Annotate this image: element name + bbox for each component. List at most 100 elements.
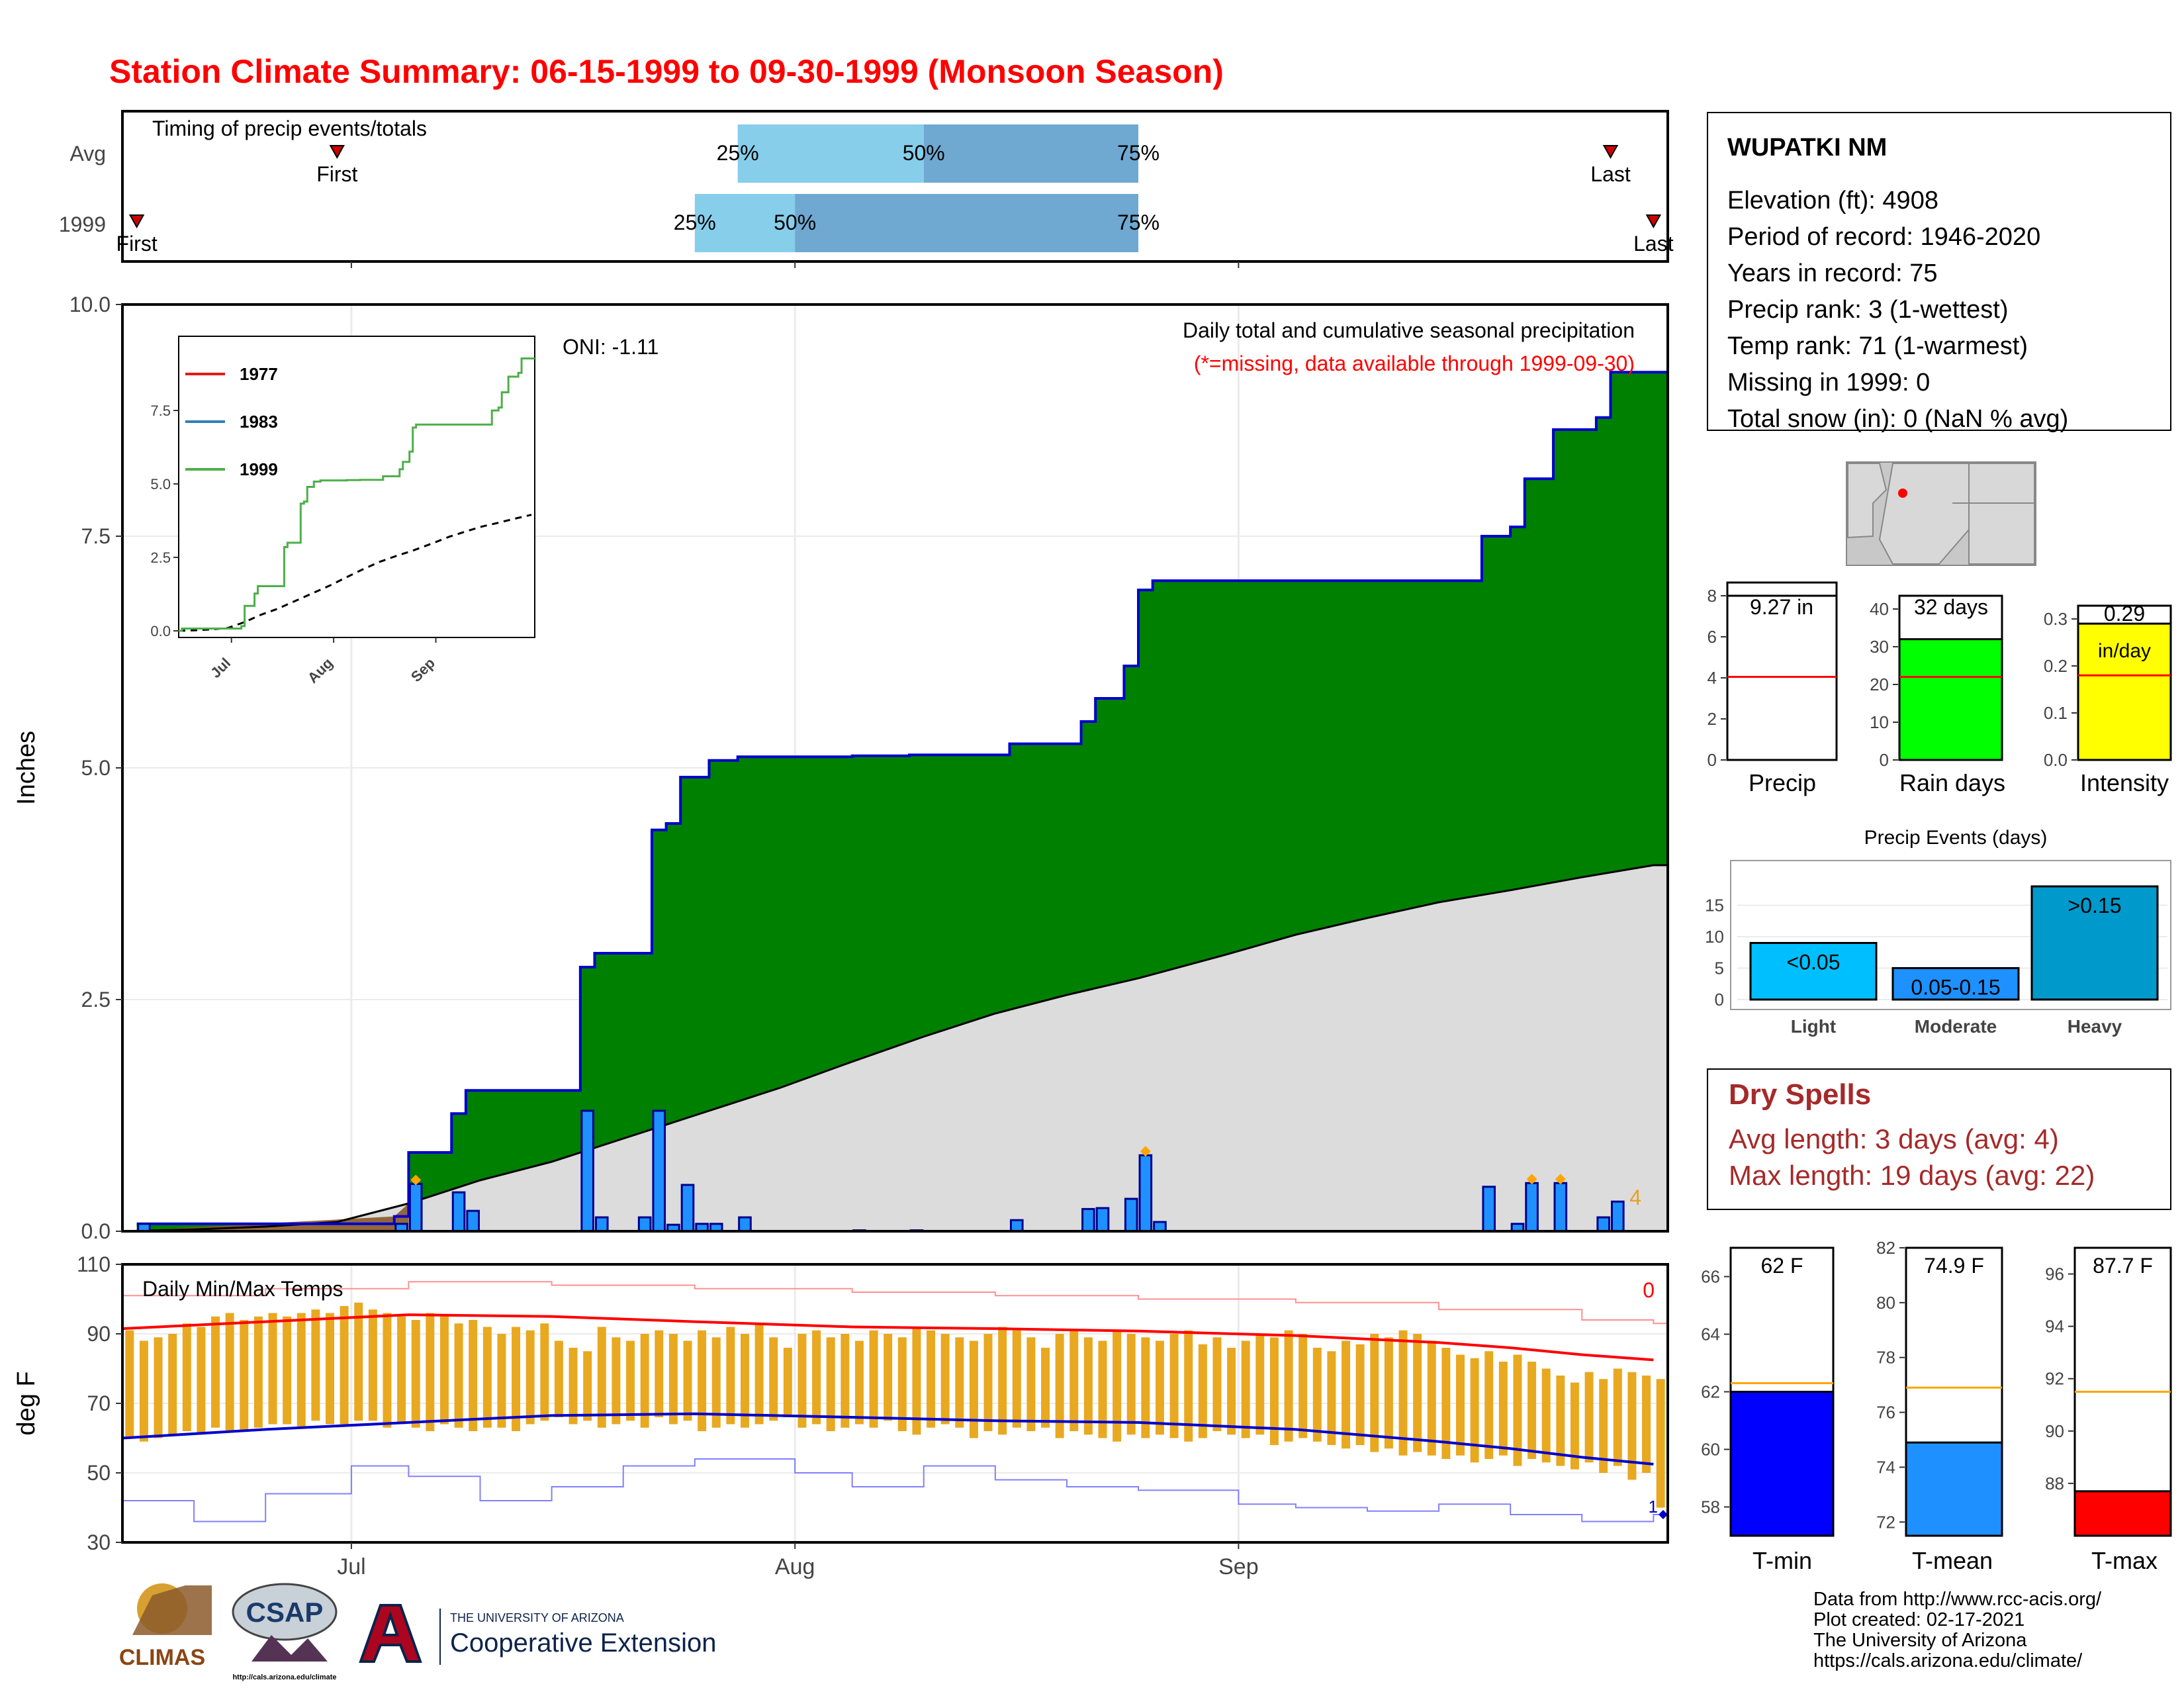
x-tick-label: Aug xyxy=(775,1554,815,1579)
record-max-line xyxy=(122,1281,1668,1325)
tmin-summary-tick-label: 62 xyxy=(1701,1382,1720,1402)
daily-temp-range-bar xyxy=(211,1316,220,1428)
x-tick-label: Sep xyxy=(1218,1554,1259,1579)
daily-temp-range-bar xyxy=(1370,1334,1379,1452)
daily-temp-range-bar xyxy=(354,1302,363,1421)
daily-temp-range-bar xyxy=(1584,1372,1594,1463)
daily-temp-range-bar xyxy=(1556,1376,1565,1466)
daily-temp-range-bar xyxy=(383,1313,392,1428)
temp-ytick-label: 110 xyxy=(77,1252,111,1276)
tmax-summary-tick-label: 96 xyxy=(2045,1264,2064,1284)
raindays-summary-value-bar xyxy=(1898,638,2003,761)
daily-temp-range-bar xyxy=(969,1340,978,1438)
daily-temp-range-bar xyxy=(769,1337,778,1421)
daily-temp-range-bar xyxy=(569,1348,578,1425)
precip-summary-tick-label: 2 xyxy=(1707,709,1717,729)
dry-spells-title: Dry Spells xyxy=(1729,1078,1871,1111)
record-low-marker xyxy=(1659,1510,1668,1519)
timing-avg-last-marker xyxy=(1602,145,1619,160)
intensity-summary-tick-label: 0.1 xyxy=(2044,703,2068,723)
daily-temp-range-bar xyxy=(1541,1368,1551,1463)
page-title: Station Climate Summary: 06-15-1999 to 0… xyxy=(109,53,1224,90)
normal-cumulative-overlay xyxy=(122,865,1668,1231)
timing-marks: 25% 50% 75% First Last 25% 50% 75% First Last xyxy=(116,124,1674,256)
daily-temp-range-bar xyxy=(225,1313,234,1431)
daily-temp-range-bar xyxy=(1012,1330,1021,1428)
timing-row-1999: 1999 xyxy=(59,212,106,236)
daily-temp-range-bar xyxy=(1026,1337,1036,1431)
csap-logo-text: CSAP xyxy=(246,1597,324,1628)
daily-precip-bar xyxy=(652,1109,666,1233)
precip-ylabel: Inches xyxy=(13,731,40,805)
temp-ytick-label: 30 xyxy=(87,1530,111,1554)
precip-events-bars: 0 5 10 15 <0.05 Light 0.05-0.15 Moderate >0.15 He… xyxy=(1705,885,2167,1037)
daily-temp-range-bar xyxy=(897,1337,907,1431)
timing-avg-q25-label: 25% xyxy=(717,141,759,165)
inset-ytick-label: 5.0 xyxy=(150,476,171,492)
daily-temp-range-bar xyxy=(1198,1344,1207,1438)
station-missing: Missing in 1999: 0 xyxy=(1727,369,1930,397)
timing-1999-q50-q75-bar xyxy=(795,194,1139,252)
daily-temp-range-bar xyxy=(1169,1334,1179,1438)
daily-precip-bar xyxy=(1009,1219,1024,1233)
daily-temp-range-bar xyxy=(154,1337,163,1438)
precip-summary-tick-label: 0 xyxy=(1707,750,1717,770)
daily-temp-range-bar xyxy=(1656,1379,1665,1508)
station-snow: Total snow (in): 0 (NaN % avg) xyxy=(1727,405,2068,433)
temp-heading: Daily Min/Max Temps xyxy=(142,1277,343,1301)
precip-ytick-label: 2.5 xyxy=(81,988,111,1011)
csap-logo-url: http://cals.arizona.edu/climate xyxy=(232,1673,336,1681)
tmean-summary-tick-label: 74 xyxy=(1876,1457,1895,1477)
record-day-marker xyxy=(410,1174,422,1186)
daily-temp-range-bar xyxy=(884,1334,893,1421)
precip-y-axis: 0.0 2.5 5.0 7.5 10.0 xyxy=(69,293,122,1243)
dry-spells-frame xyxy=(1707,1068,2171,1210)
daily-temp-range-bar xyxy=(1384,1337,1393,1449)
tmin-summary-tick-label: 64 xyxy=(1701,1325,1720,1344)
daily-temp-range-bar xyxy=(1456,1354,1465,1456)
date-x-axis: Jul Aug Sep xyxy=(337,261,1259,1579)
tmean-summary-tick-label: 80 xyxy=(1876,1293,1895,1313)
raindays-bar-axis-label: Rain days xyxy=(1899,769,2005,796)
events-tick-label: 0 xyxy=(1715,990,1724,1009)
inset-legend-1983: 1983 xyxy=(240,412,278,432)
daily-temp-range-bar xyxy=(927,1330,936,1428)
daily-temp-range-bar xyxy=(411,1320,420,1428)
tmean-summary-tick-label: 72 xyxy=(1876,1512,1895,1532)
daily-temp-range-bar xyxy=(1098,1340,1107,1438)
daily-temp-range-bar xyxy=(1083,1337,1093,1435)
daily-temp-range-bar xyxy=(1398,1330,1408,1456)
timing-avg-first-marker xyxy=(329,145,345,160)
timing-avg-first-label: First xyxy=(316,162,357,186)
timing-avg-q75-label: 75% xyxy=(1117,141,1160,165)
daily-precip-bar xyxy=(408,1183,423,1233)
tmin-summary-tick-label: 58 xyxy=(1701,1497,1720,1517)
ua-logo-line1: THE UNIVERSITY OF ARIZONA xyxy=(450,1611,624,1624)
timing-1999-q75-label: 75% xyxy=(1117,211,1160,234)
precip-ytick-label: 0.0 xyxy=(81,1219,111,1243)
locator-map-states xyxy=(1847,463,2035,565)
temp-ytick-label: 50 xyxy=(87,1461,111,1485)
daily-precip-bar xyxy=(637,1216,652,1233)
intensity-bar-axis-label: Intensity xyxy=(2080,769,2169,796)
daily-temp-range-bar xyxy=(698,1330,707,1431)
daily-precip-bar xyxy=(1553,1182,1568,1233)
timing-1999-q25-label: 25% xyxy=(674,211,716,234)
inset-normal-line xyxy=(178,514,532,632)
daily-precip-bar xyxy=(1095,1207,1110,1233)
normal-max-line xyxy=(122,1313,1654,1362)
intensity-summary-label: 0.29 xyxy=(2104,602,2145,626)
inset-ytick-label: 7.5 xyxy=(150,402,171,419)
events-tick-label: 15 xyxy=(1705,896,1724,915)
daily-temp-range-bar xyxy=(1298,1334,1308,1438)
daily-temp-range-bar xyxy=(540,1323,549,1421)
daily-temp-range-bar xyxy=(1241,1340,1250,1438)
daily-temp-range-bar xyxy=(311,1309,320,1421)
normal-cumulative-line xyxy=(122,864,1668,1233)
tmax-summary-value-bar xyxy=(2073,1490,2172,1537)
temp-ytick-label: 90 xyxy=(87,1322,111,1346)
station-location-dot xyxy=(1898,489,1907,498)
events-tick-label: 10 xyxy=(1705,927,1724,947)
summary-bars: 0 2 4 6 8 9.27 in 0 10 20 30 40 32 days 0.0 0.1 0.2 0.3… xyxy=(1707,581,2172,770)
daily-temp-range-bar xyxy=(1498,1362,1508,1456)
